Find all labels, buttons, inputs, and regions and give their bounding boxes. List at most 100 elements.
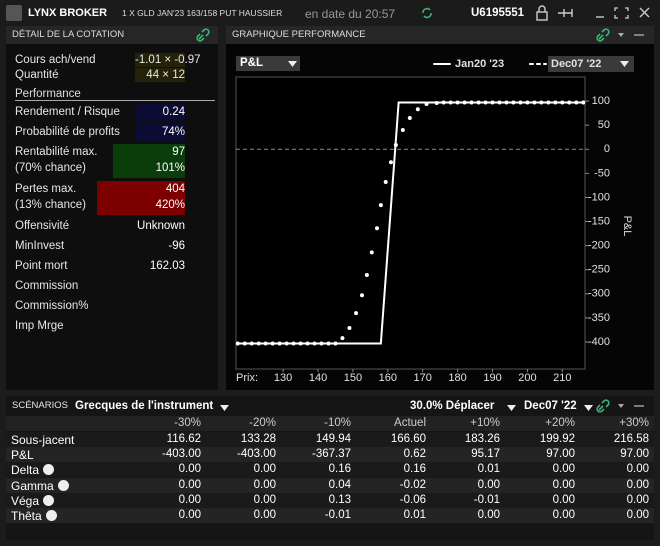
curve-point xyxy=(490,100,495,105)
curve-point xyxy=(298,341,303,346)
panel-tools[interactable] xyxy=(596,28,650,42)
info-icon[interactable]: ​ xyxy=(43,494,55,506)
x-tick-label: 160 xyxy=(379,372,397,384)
metric-label: Offensivité xyxy=(15,220,70,232)
curve-point xyxy=(483,100,488,105)
y-tick-label: -350 xyxy=(588,312,610,324)
metric-value: -96 xyxy=(168,240,185,252)
table-cell: -403.00 xyxy=(161,448,201,461)
scenarios-panel: SCÉNARIOS Grecques de l'instrument 30.0% D… xyxy=(6,396,654,540)
curve-point xyxy=(553,100,558,105)
info-icon[interactable]: ​ xyxy=(45,510,57,521)
curve-point xyxy=(291,341,296,346)
curve-point xyxy=(476,100,481,105)
curve-point xyxy=(532,100,537,105)
date-selector[interactable]: Dec07 '22 xyxy=(524,400,577,412)
brand: LYNX BROKER xyxy=(28,7,108,19)
value-box xyxy=(135,124,185,141)
column-header: -30% xyxy=(174,417,201,429)
table-cell: 0.00 xyxy=(477,478,500,491)
table-cell: 0.01 xyxy=(477,463,500,476)
y-tick-label: 50 xyxy=(598,119,610,131)
table-row xyxy=(6,508,654,523)
table-cell: 0.62 xyxy=(403,448,426,461)
y-tick-label: -50 xyxy=(594,167,610,179)
metric-label: Rendement / Risque xyxy=(15,106,120,118)
column-header: +30% xyxy=(619,417,649,429)
panel-tools[interactable] xyxy=(596,399,650,413)
table-cell: 0.00 xyxy=(626,463,649,476)
table-cell: 0.00 xyxy=(253,493,276,506)
dropdown-caret xyxy=(584,405,593,411)
table-cell: 0.00 xyxy=(253,463,276,476)
curve-point xyxy=(400,128,405,133)
table-cell: 149.94 xyxy=(315,433,351,445)
move-selector[interactable]: 30.0% Déplacer xyxy=(410,400,495,412)
curve-point xyxy=(354,311,359,316)
table-cell: 0.00 xyxy=(178,509,201,521)
metric-label: Imp Mrge xyxy=(15,320,64,332)
table-row xyxy=(6,447,654,463)
curve-point xyxy=(263,341,268,346)
curve-point xyxy=(333,341,338,346)
table-cell: -403.00 xyxy=(236,448,276,461)
x-tick-label: 190 xyxy=(483,372,501,384)
title-bar: LYNX BROKER 1 X GLD JAN'23 163/158 PUT H… xyxy=(0,0,660,26)
curve-point xyxy=(369,250,374,255)
info-icon[interactable]: ​ xyxy=(57,479,69,491)
table-cell: 216.58 xyxy=(613,433,649,445)
chart-selector[interactable]: P&L xyxy=(236,56,300,71)
link-icon[interactable] xyxy=(196,28,212,42)
y-tick-label: 100 xyxy=(592,95,610,107)
table-row xyxy=(6,492,654,508)
lock-icon[interactable] xyxy=(536,11,548,21)
column-header: +10% xyxy=(470,417,500,429)
view-selector[interactable]: Grecques de l'instrument xyxy=(75,400,214,412)
metric-sublabel: (13% chance) xyxy=(15,199,86,211)
chart-panel: GRAPHIQUE PERFORMANCE P&L Jan20 '23 Dec07 … xyxy=(226,26,654,390)
curve-point xyxy=(249,341,254,346)
date: en date du 20:57 xyxy=(305,7,396,21)
curve-point xyxy=(364,273,369,278)
metric-value: 404 xyxy=(165,183,185,195)
section-title: Performance xyxy=(15,88,215,101)
x-axis-label: Prix: xyxy=(236,372,258,384)
pin-icon[interactable] xyxy=(558,9,573,17)
curve-point xyxy=(312,341,317,346)
legend-dropdown xyxy=(548,56,634,72)
column-header: +20% xyxy=(545,417,575,429)
curve-point xyxy=(378,203,383,208)
metric-label: Commission xyxy=(15,280,79,292)
metric-value: Unknown xyxy=(137,220,185,232)
curve-point xyxy=(539,100,544,105)
metric-sublabel: (70% chance) xyxy=(15,162,86,174)
panel-title: SCÉNARIOS xyxy=(12,400,68,411)
field-label: Quantité xyxy=(15,69,59,81)
close[interactable] xyxy=(639,7,650,18)
refresh-icon[interactable] xyxy=(420,6,434,20)
info-icon[interactable]: ​ xyxy=(43,464,55,476)
y-tick-label: -250 xyxy=(588,264,610,276)
y-tick-label: -100 xyxy=(588,191,610,203)
curve-point xyxy=(546,100,551,105)
column-header: -10% xyxy=(324,417,351,429)
table-row xyxy=(6,462,654,478)
row-label: Gamma xyxy=(11,478,54,493)
maximize[interactable] xyxy=(614,7,629,19)
y-tick-label: 0 xyxy=(604,143,610,155)
curve-point xyxy=(326,341,331,346)
curve-point xyxy=(560,100,565,105)
table-cell: 97.00 xyxy=(546,448,575,461)
x-tick-label: 150 xyxy=(344,372,362,384)
curve-point xyxy=(504,100,509,105)
quote-panel: DÉTAIL DE LA COTATION Cours ach/vend -1.0… xyxy=(6,26,218,390)
x-tick-label: 130 xyxy=(274,372,292,384)
curve-point xyxy=(359,293,364,298)
table-cell: 0.01 xyxy=(403,509,426,521)
table-cell: 0.16 xyxy=(328,463,351,476)
table-cell: -0.01 xyxy=(473,493,500,506)
y-tick-label: -150 xyxy=(588,215,610,227)
curve-point xyxy=(415,107,420,112)
curve-point xyxy=(434,101,439,106)
